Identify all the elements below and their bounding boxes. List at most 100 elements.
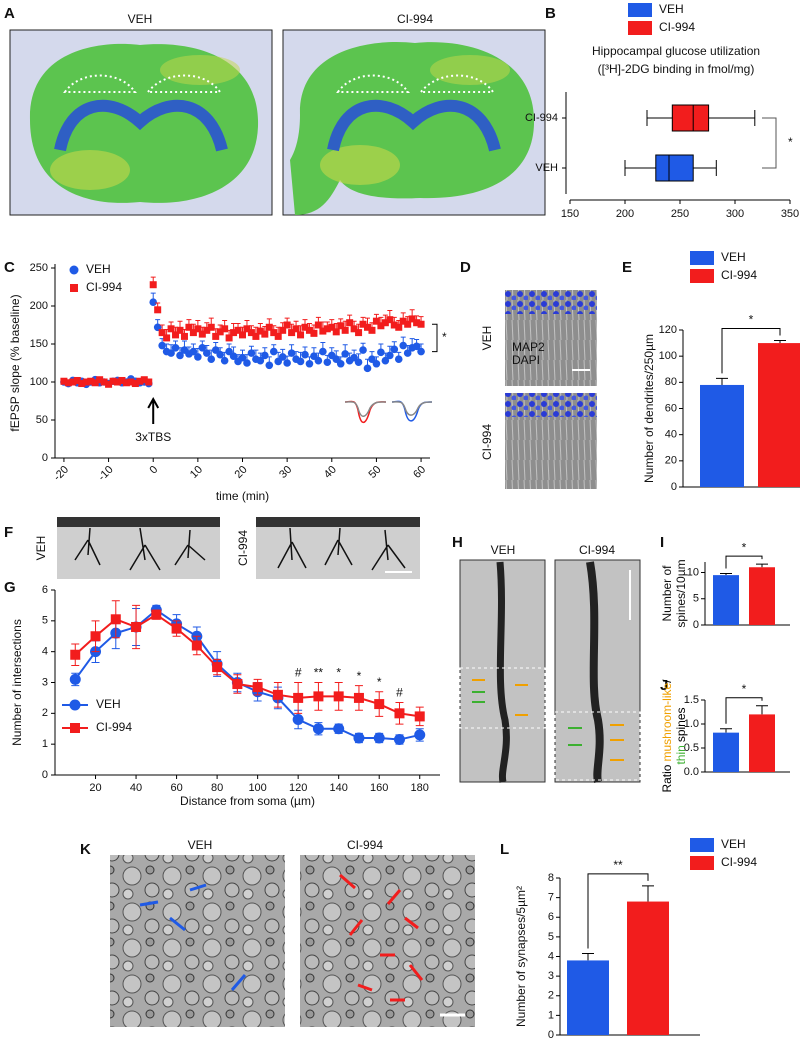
legend-label: CI-994	[86, 280, 122, 294]
y-tick-label: 0	[42, 769, 48, 781]
significance-bracket	[432, 323, 438, 353]
panel-letter: D	[460, 259, 471, 276]
point	[247, 349, 256, 357]
point	[136, 377, 144, 385]
point	[167, 349, 175, 357]
point	[408, 315, 416, 323]
point	[261, 351, 269, 360]
point	[269, 347, 278, 356]
point	[274, 332, 282, 340]
error-bar	[582, 953, 594, 961]
point	[319, 347, 327, 356]
point	[176, 326, 184, 334]
x-tick-label: 60	[170, 782, 182, 794]
bar	[700, 384, 744, 487]
point	[151, 609, 162, 620]
point	[310, 329, 318, 337]
legend-label: VEH	[721, 250, 746, 264]
point	[189, 347, 198, 356]
point	[279, 326, 287, 334]
point	[332, 328, 340, 336]
point	[390, 345, 399, 354]
significance: **	[613, 858, 623, 872]
panel-letter: F	[4, 524, 13, 541]
x-tick-label: -20	[51, 464, 71, 484]
point	[373, 732, 385, 744]
bar	[713, 575, 739, 625]
point	[256, 356, 265, 365]
em-image	[110, 855, 475, 1027]
panel-letter: B	[545, 5, 556, 22]
error-bar	[642, 885, 654, 902]
y-axis-label: Number of	[660, 565, 674, 622]
y-tick-label: 0	[671, 481, 677, 493]
bar	[627, 901, 669, 1035]
y-tick-label: 5	[693, 593, 699, 605]
x-axis-label: time (min)	[216, 489, 269, 503]
y-tick-label: 6	[42, 584, 48, 596]
point	[372, 359, 381, 368]
point	[292, 325, 300, 333]
significance-bracket	[725, 697, 763, 724]
image-label: CI-994	[480, 424, 494, 460]
point	[140, 376, 148, 384]
y-tick-label: 100	[30, 376, 48, 388]
significance-bracket	[725, 555, 763, 569]
point	[305, 359, 314, 368]
point	[314, 321, 322, 329]
y-tick-label: 1.5	[684, 694, 699, 706]
point	[270, 329, 278, 337]
image-label: VEH	[128, 12, 153, 26]
x-tick-label: 30	[277, 464, 294, 481]
legend-swatch	[628, 21, 652, 35]
significance: *	[336, 666, 341, 680]
point	[69, 673, 81, 685]
chart-subtitle: ([³H]-2DG binding in fmol/mg)	[598, 62, 755, 76]
error-bar	[720, 573, 732, 576]
point	[198, 330, 206, 338]
y-tick-label: 40	[665, 429, 677, 441]
y-tick-label: 0.0	[684, 766, 699, 778]
point	[194, 353, 202, 361]
legend-label: CI-994	[659, 20, 695, 34]
annotation: 3xTBS	[135, 430, 171, 444]
point	[353, 692, 364, 703]
y-tick-label: 80	[665, 376, 677, 388]
legend-marker	[69, 265, 79, 275]
y-tick-label: 2	[42, 707, 48, 719]
point	[122, 379, 130, 387]
significance: *	[357, 669, 362, 683]
point	[82, 378, 90, 386]
point	[394, 355, 403, 364]
significance: *	[788, 135, 793, 149]
y-tick-label: 60	[665, 402, 677, 414]
point	[404, 320, 412, 328]
point	[131, 622, 142, 632]
point	[297, 331, 305, 339]
stain-label: MAP2	[512, 340, 545, 354]
point	[399, 317, 407, 325]
legend-marker	[69, 699, 81, 711]
box	[655, 154, 694, 182]
point	[198, 344, 207, 352]
point	[203, 326, 211, 334]
panel-letter: K	[80, 841, 91, 858]
category-label: VEH	[535, 162, 558, 174]
autoradiograph	[9, 29, 273, 216]
point	[256, 327, 264, 335]
point	[393, 734, 405, 746]
point	[353, 732, 365, 744]
error-bar	[720, 728, 732, 733]
significance: #	[396, 686, 403, 700]
significance: **	[314, 666, 324, 680]
x-tick-label: 350	[781, 208, 799, 220]
point	[216, 328, 224, 336]
bar	[749, 714, 775, 772]
y-tick-label: 150	[30, 338, 48, 350]
point	[145, 378, 153, 386]
point	[413, 319, 421, 327]
point	[110, 614, 121, 625]
point	[341, 326, 349, 334]
y-axis-label: Number of synapses/5µm²	[514, 886, 528, 1027]
point	[202, 349, 211, 357]
